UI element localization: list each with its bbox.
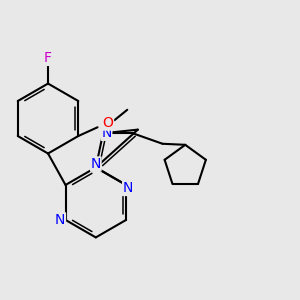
- Text: O: O: [103, 116, 113, 130]
- Text: N: N: [55, 213, 65, 227]
- Text: F: F: [44, 51, 52, 65]
- Text: N: N: [123, 182, 133, 196]
- Text: N: N: [91, 157, 101, 171]
- Text: N: N: [101, 126, 112, 140]
